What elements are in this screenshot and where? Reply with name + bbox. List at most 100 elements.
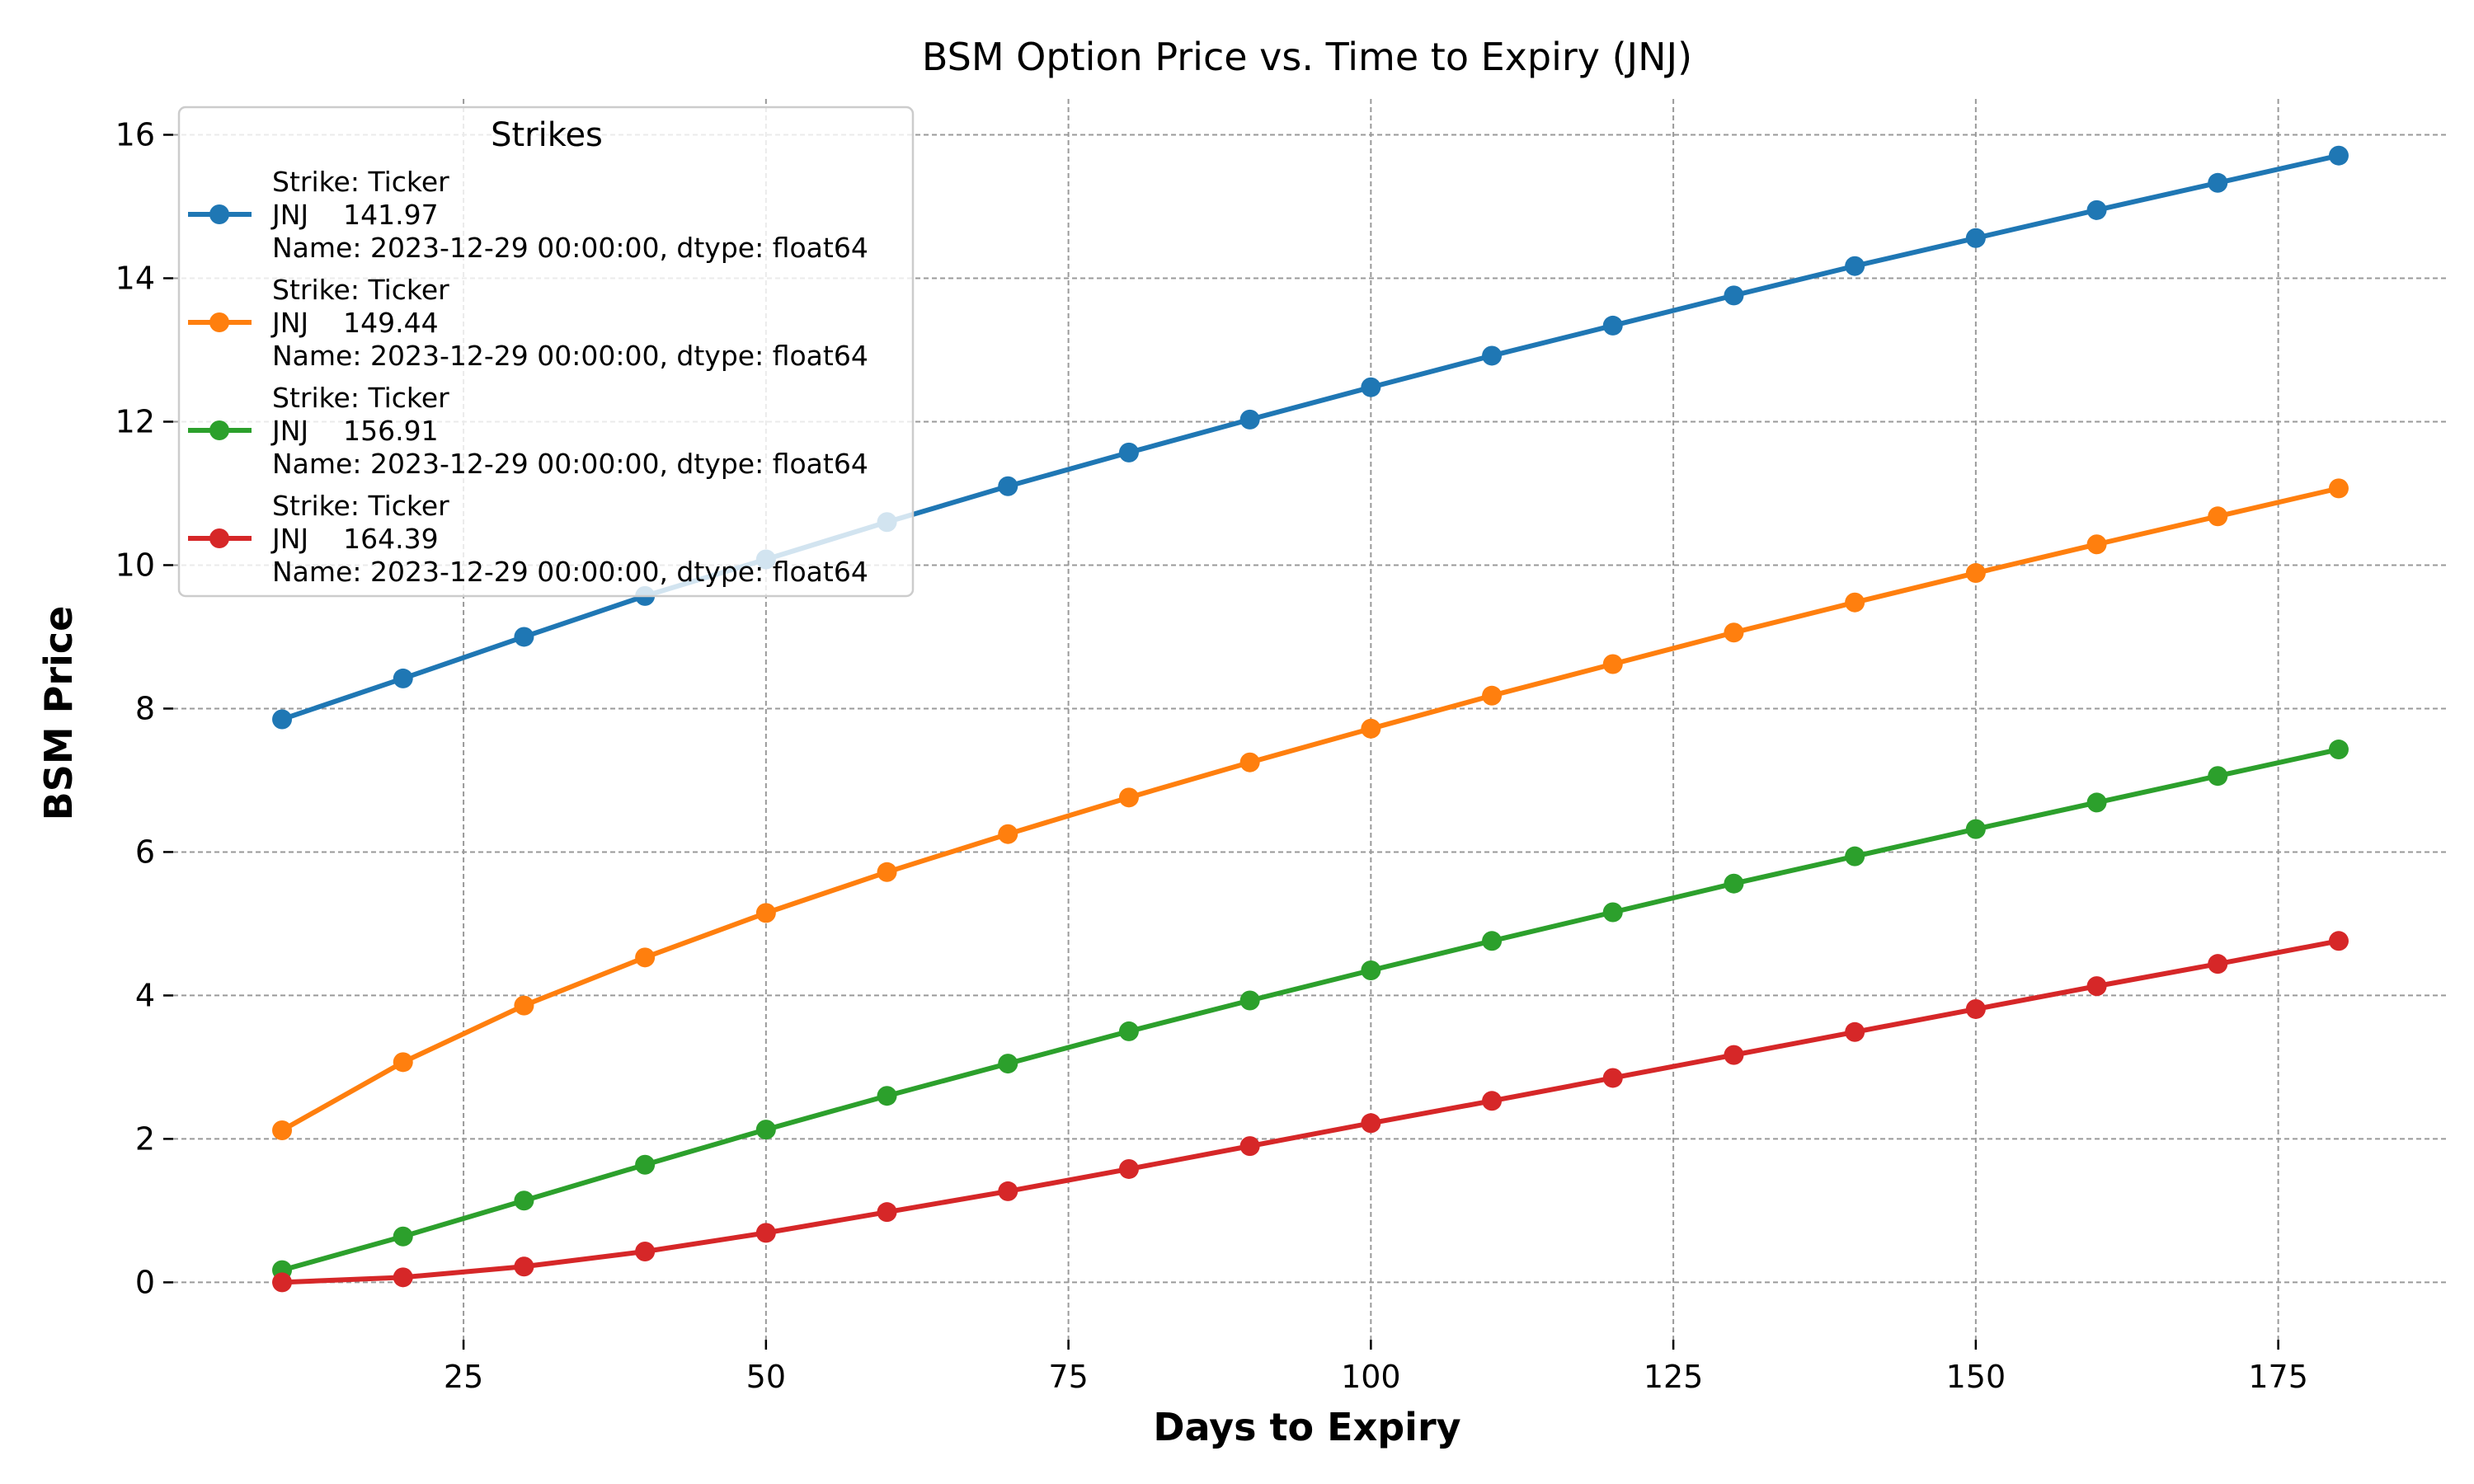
data-point bbox=[2208, 172, 2228, 193]
legend-label-line: JNJ 156.91 bbox=[270, 415, 439, 447]
y-tick-label: 14 bbox=[115, 260, 155, 296]
series-2 bbox=[272, 478, 2349, 1140]
legend-label-line: JNJ 141.97 bbox=[270, 199, 439, 231]
data-point bbox=[1845, 846, 1865, 866]
legend-label-line: Name: 2023-12-29 00:00:00, dtype: float6… bbox=[272, 340, 868, 372]
data-point bbox=[1724, 873, 1744, 894]
data-point bbox=[2086, 534, 2107, 555]
legend-marker bbox=[209, 312, 229, 332]
chart-title: BSM Option Price vs. Time to Expiry (JNJ… bbox=[922, 35, 1692, 79]
data-point bbox=[998, 824, 1018, 844]
x-tick-label: 150 bbox=[1946, 1359, 2006, 1395]
y-tick-label: 4 bbox=[135, 977, 155, 1013]
data-point bbox=[2328, 478, 2349, 499]
data-point bbox=[2086, 200, 2107, 220]
data-point bbox=[1845, 592, 1865, 613]
legend-label-line: Name: 2023-12-29 00:00:00, dtype: float6… bbox=[272, 556, 868, 588]
data-point bbox=[393, 1226, 413, 1247]
data-point bbox=[1239, 1136, 1260, 1157]
series-lines bbox=[272, 145, 2349, 1293]
data-point bbox=[1602, 654, 1623, 674]
x-tick-label: 50 bbox=[746, 1359, 786, 1395]
y-tick-label: 0 bbox=[135, 1264, 155, 1300]
data-point bbox=[1239, 409, 1260, 430]
data-point bbox=[755, 903, 776, 923]
data-point bbox=[1361, 718, 1381, 739]
data-point bbox=[514, 627, 534, 647]
legend-box bbox=[177, 106, 915, 598]
series-1 bbox=[272, 145, 2349, 730]
data-point bbox=[1845, 256, 1865, 276]
data-point bbox=[2208, 506, 2228, 527]
data-point bbox=[1239, 752, 1260, 773]
data-point bbox=[2086, 792, 2107, 813]
y-tick-label: 8 bbox=[135, 690, 155, 726]
data-point bbox=[514, 1190, 534, 1211]
data-point bbox=[1845, 1021, 1865, 1042]
data-point bbox=[1724, 285, 1744, 306]
data-point bbox=[1239, 990, 1260, 1011]
data-point bbox=[1602, 315, 1623, 336]
x-tick-label: 125 bbox=[1644, 1359, 1704, 1395]
data-point bbox=[393, 668, 413, 688]
data-point bbox=[635, 1154, 656, 1175]
data-point bbox=[1965, 563, 1986, 584]
legend-title: Strikes bbox=[491, 116, 603, 154]
data-point bbox=[877, 1202, 897, 1223]
data-point bbox=[1118, 442, 1139, 463]
data-point bbox=[755, 1120, 776, 1140]
data-point bbox=[1724, 1045, 1744, 1065]
x-tick-label: 175 bbox=[2248, 1359, 2308, 1395]
axis-ticks: 25 50 75 100 125 150 175 0 2 4 6 8 10 12 14 16 bbox=[115, 116, 2308, 1395]
y-tick-label: 12 bbox=[115, 403, 155, 439]
data-point bbox=[1482, 931, 1503, 951]
data-point bbox=[635, 1241, 656, 1261]
data-point bbox=[1482, 685, 1503, 706]
data-point bbox=[272, 1120, 293, 1140]
data-point bbox=[1965, 998, 1986, 1019]
series-3 bbox=[272, 740, 2349, 1280]
data-point bbox=[1361, 960, 1381, 980]
data-point bbox=[393, 1052, 413, 1073]
data-point bbox=[1602, 1068, 1623, 1088]
x-tick-label: 100 bbox=[1341, 1359, 1401, 1395]
data-point bbox=[2208, 954, 2228, 974]
y-tick-label: 2 bbox=[135, 1120, 155, 1157]
series-4 bbox=[272, 931, 2349, 1293]
series-line bbox=[280, 486, 2341, 1133]
data-point bbox=[272, 1272, 293, 1293]
data-point bbox=[2328, 931, 2349, 951]
data-point bbox=[1118, 787, 1139, 808]
data-point bbox=[877, 862, 897, 882]
legend-label-line: Name: 2023-12-29 00:00:00, dtype: float6… bbox=[272, 448, 868, 480]
data-point bbox=[877, 1086, 897, 1106]
data-point bbox=[514, 995, 534, 1016]
legend-label-line: Strike: Ticker bbox=[272, 166, 449, 198]
legend-marker bbox=[209, 420, 229, 440]
series-line bbox=[280, 153, 2341, 722]
data-point bbox=[1361, 377, 1381, 397]
x-axis-label: Days to Expiry bbox=[1153, 1405, 1460, 1449]
data-point bbox=[1361, 1113, 1381, 1134]
data-point bbox=[998, 476, 1018, 496]
data-point bbox=[2086, 976, 2107, 997]
data-point bbox=[514, 1256, 534, 1277]
legend-marker bbox=[209, 528, 229, 548]
data-point bbox=[393, 1267, 413, 1288]
legend-label-line: Name: 2023-12-29 00:00:00, dtype: float6… bbox=[272, 232, 868, 264]
data-point bbox=[1724, 622, 1744, 643]
series-line bbox=[280, 747, 2341, 1273]
data-point bbox=[1118, 1158, 1139, 1179]
data-point bbox=[998, 1054, 1018, 1074]
data-point bbox=[1965, 228, 1986, 248]
legend-label-line: Strike: Ticker bbox=[272, 274, 449, 306]
data-point bbox=[755, 1223, 776, 1243]
data-point bbox=[1965, 819, 1986, 839]
data-point bbox=[1482, 345, 1503, 366]
